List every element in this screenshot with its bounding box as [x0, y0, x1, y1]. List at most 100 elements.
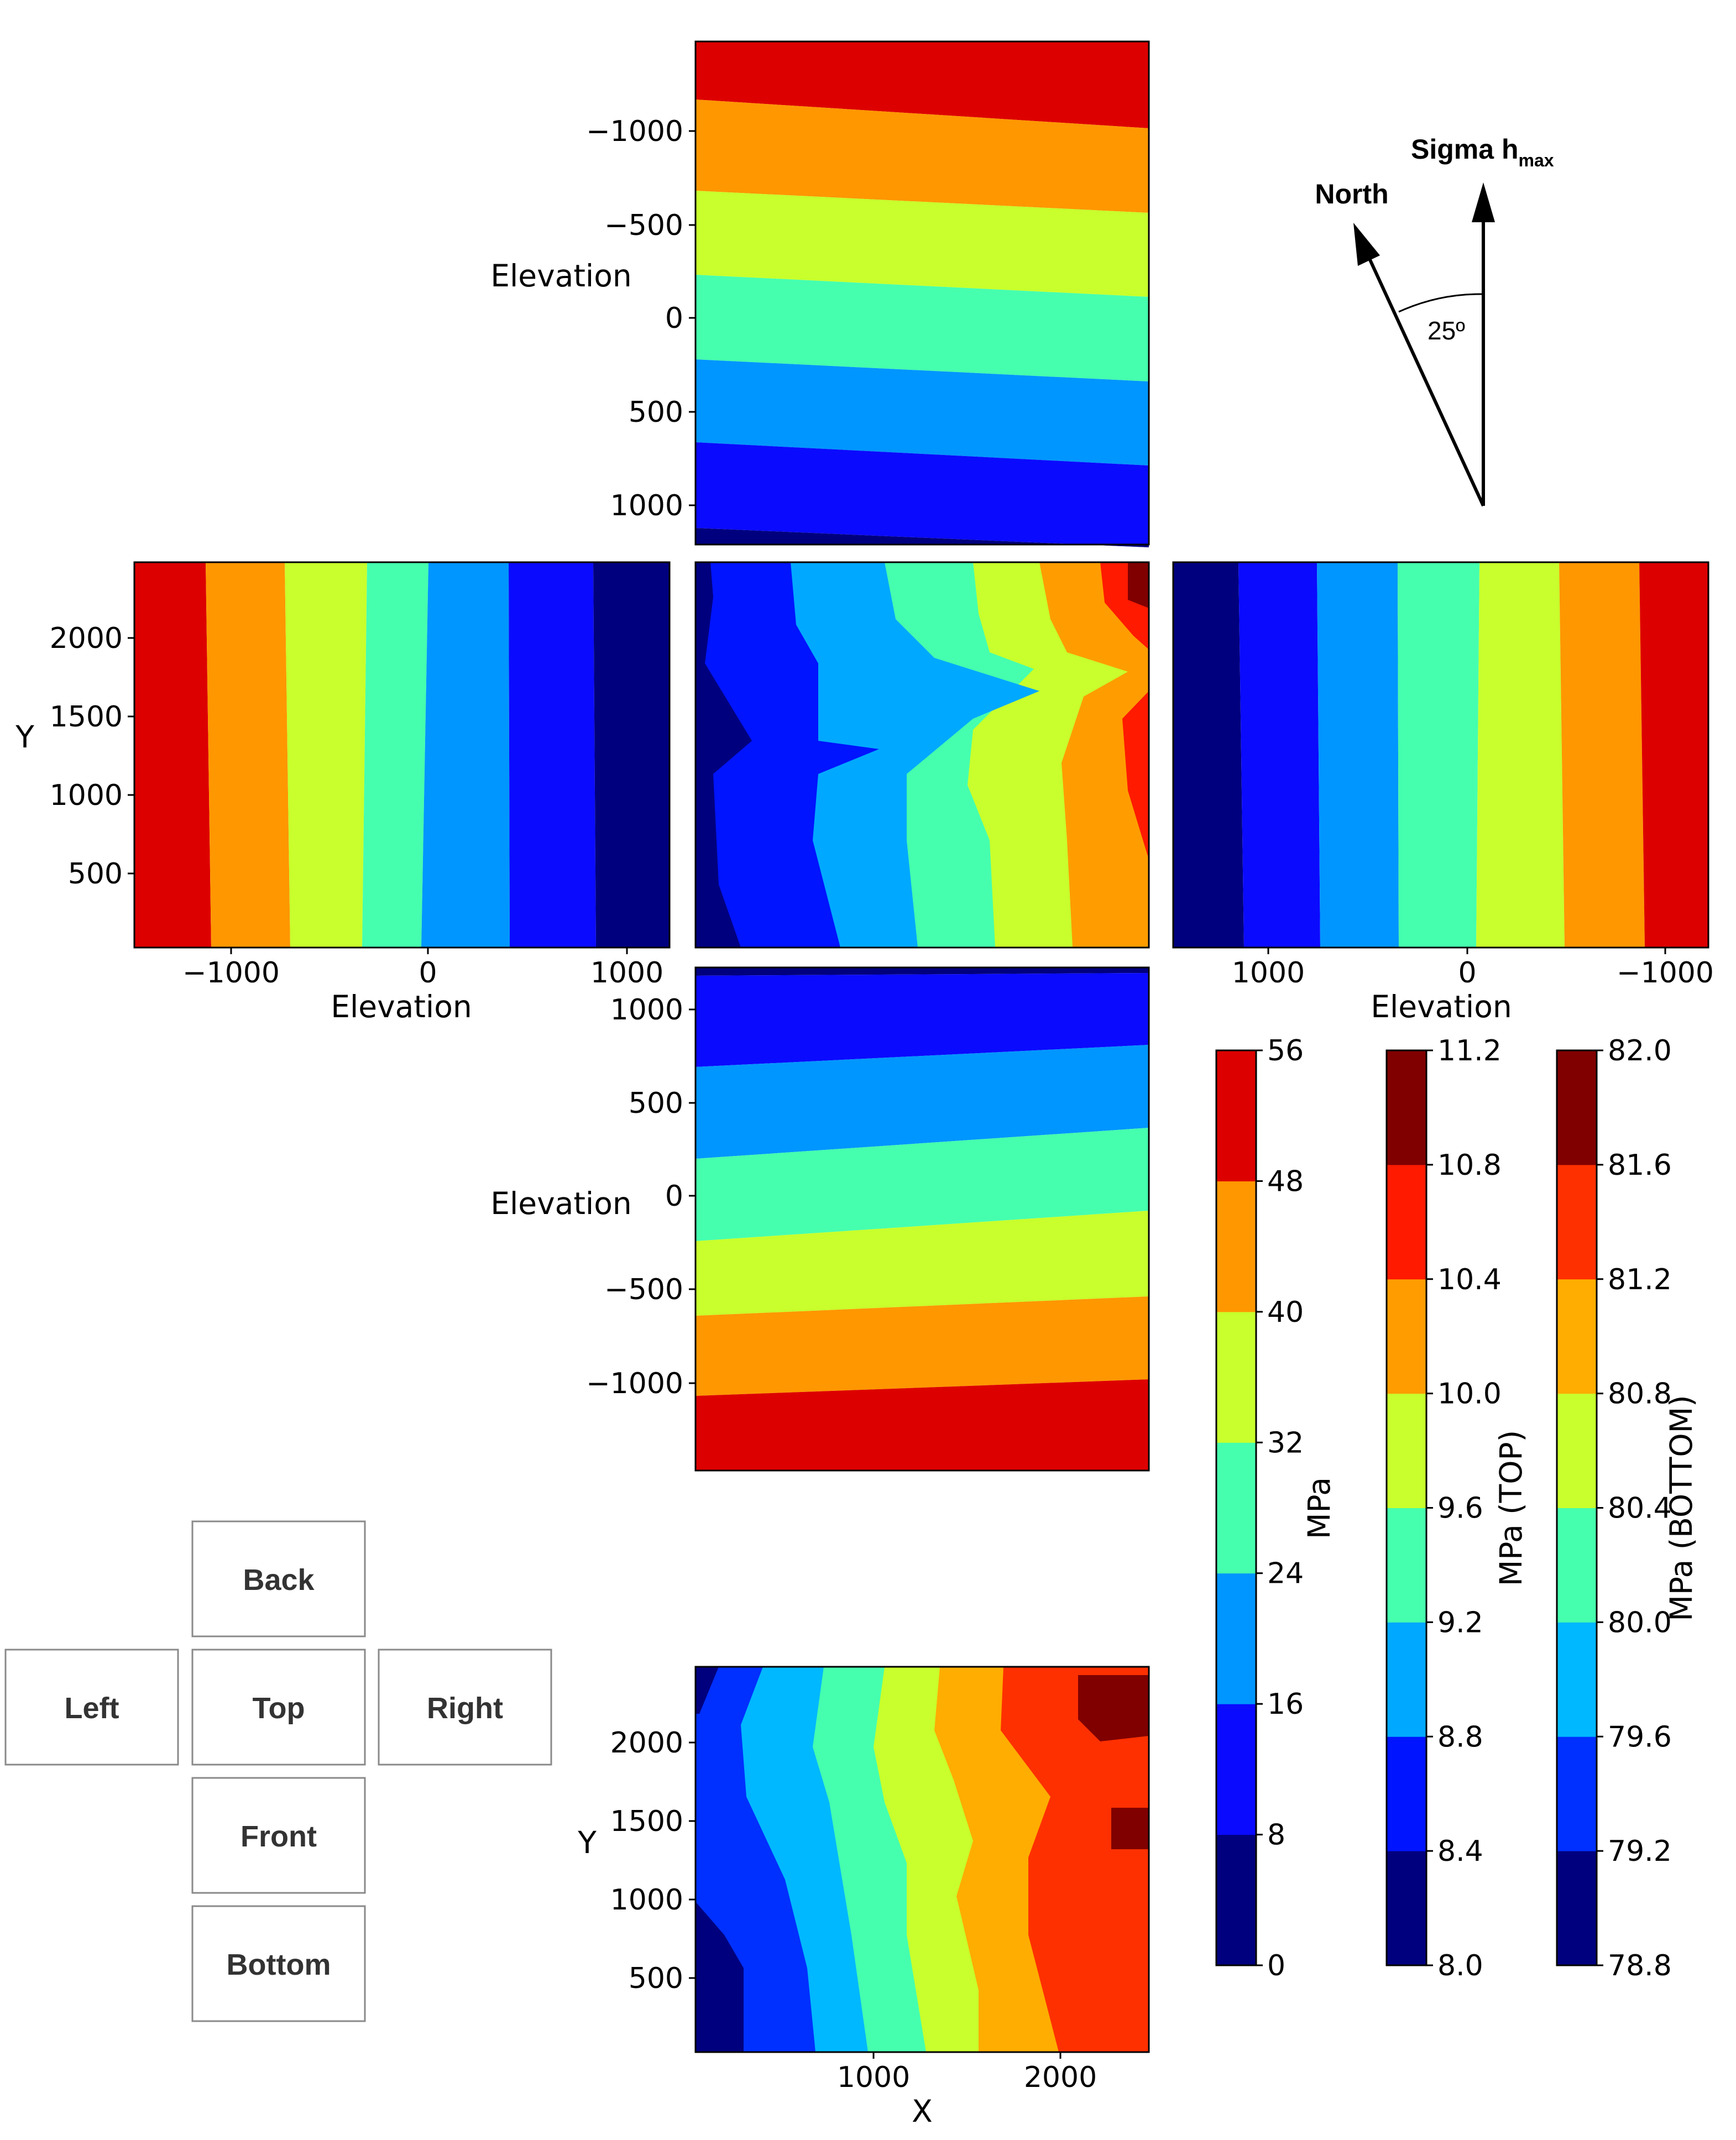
colorbar-cell: [1557, 1164, 1597, 1280]
right-band: [1398, 562, 1479, 948]
back-band: [696, 275, 1149, 381]
right-band: [1238, 562, 1320, 948]
face-key-top[interactable]: Top: [191, 1649, 366, 1766]
top-band: [696, 562, 752, 948]
right-xtick: −1000: [1617, 956, 1714, 990]
right-plot-frame: [1172, 561, 1709, 949]
face-key-front-label: Front: [240, 1820, 317, 1853]
colorbar-cell: [1387, 1851, 1426, 1966]
right-band: [1559, 562, 1645, 948]
front-plot-frame: [694, 966, 1150, 1472]
right-band: [1476, 562, 1565, 948]
bottom-xlabel: X: [912, 2094, 933, 2129]
front-y-ticks: 1000 500 0 −500 −1000: [586, 993, 696, 1400]
colorbar-cell: [1557, 1279, 1597, 1394]
back-band: [696, 359, 1149, 465]
right-xtick: 0: [1458, 956, 1476, 990]
right-contour-bands: [1173, 562, 1708, 948]
right-xlabel: Elevation: [1371, 989, 1512, 1024]
front-band: [696, 1379, 1149, 1471]
face-key-bottom-box: [191, 1905, 366, 2022]
colorbar-tick-label: 9.2: [1437, 1606, 1483, 1639]
north-arrow-shaft: [1368, 259, 1485, 507]
colorbar-cell: [1387, 1393, 1426, 1508]
face-key-bottom[interactable]: Bottom: [191, 1905, 366, 2022]
bottom-y-ticks: 2000 1500 1000 500: [610, 1726, 696, 1995]
front-band: [696, 1296, 1149, 1396]
colorbar-tick-label: 8.0: [1437, 1949, 1483, 1982]
back-ytick: 500: [629, 396, 683, 429]
left-xtick: −1000: [182, 956, 280, 990]
bottom-contour-bands: [696, 1667, 1149, 2052]
colorbar-cell: [1557, 1050, 1597, 1165]
colorbar-tick-label: 79.6: [1608, 1720, 1672, 1754]
back-plot-frame: [694, 40, 1150, 546]
colorbar-tick-label: 80.8: [1608, 1378, 1672, 1411]
left-y-ticks: 2000 1500 1000 500: [50, 622, 134, 891]
face-key-left[interactable]: Left: [4, 1649, 179, 1766]
face-key-back-box: [191, 1520, 366, 1637]
front-band: [696, 1128, 1149, 1241]
colorbar-bottom-label: MPa (BOTTOM): [1664, 1395, 1699, 1621]
left-band: [285, 562, 367, 948]
colorbar-tick-label: 24: [1267, 1557, 1304, 1590]
bottom-ytick: 1000: [610, 1883, 683, 1917]
face-key-back[interactable]: Back: [191, 1520, 366, 1637]
colorbar-cell: [1557, 1508, 1597, 1623]
face-key-right[interactable]: Right: [378, 1649, 552, 1766]
face-key-front[interactable]: Front: [191, 1777, 366, 1894]
bottom-xtick: 2000: [1024, 2061, 1097, 2094]
top-panel: [694, 561, 1150, 949]
colorbar-tick-label: 8.8: [1437, 1720, 1483, 1754]
angle-arc: [1398, 293, 1484, 313]
colorbar-cell: [1387, 1279, 1426, 1394]
bottom-xtick: 1000: [837, 2061, 910, 2094]
colorbar-tick-label: 48: [1267, 1165, 1304, 1198]
bottom-x-ticks: 1000 2000: [837, 2052, 1097, 2094]
back-ylabel: Elevation: [490, 258, 631, 294]
colorbar-tick-label: 40: [1267, 1296, 1304, 1329]
front-band: [696, 973, 1149, 1067]
colorbar-cell: [1557, 1736, 1597, 1851]
left-xtick: 1000: [590, 956, 663, 990]
colorbar-cell: [1216, 1050, 1256, 1181]
colorbar-tick-label: 80.4: [1608, 1492, 1672, 1525]
colorbar-cell: [1387, 1050, 1426, 1165]
colorbar-tick-label: 32: [1267, 1426, 1304, 1459]
colorbar-cell: [1216, 1834, 1256, 1966]
colorbar-cell: [1216, 1181, 1256, 1312]
north-label: North: [1315, 179, 1388, 210]
colorbar-tick-label: 78.8: [1608, 1949, 1672, 1982]
colorbar-mpa-ticks: 56 48 40 32 24 16 8 0: [1256, 1034, 1304, 1982]
back-band: [696, 191, 1149, 297]
colorbar-top-cells: [1387, 1050, 1426, 1966]
colorbar-bottom: 82.0 81.6 81.2 80.8 80.4 80.0 79.6 79.2 78.8 MPa…: [1556, 1034, 1699, 1982]
back-ytick: −500: [604, 209, 683, 242]
face-key-left-label: Left: [65, 1692, 119, 1725]
left-x-ticks: −1000 0 1000: [182, 948, 663, 990]
bottom-band: [696, 1902, 744, 2052]
left-band: [134, 562, 211, 948]
face-key: Back Left Top Right Front Bottom: [4, 1520, 552, 2022]
colorbar-cell: [1216, 1704, 1256, 1835]
bottom-ytick: 2000: [610, 1726, 683, 1760]
colorbar-tick-label: 9.6: [1437, 1492, 1483, 1525]
face-key-bottom-label: Bottom: [227, 1948, 331, 1981]
top-contour-bands: [696, 562, 1149, 948]
angle-label: 25º: [1428, 316, 1465, 345]
front-ytick: 1000: [610, 993, 683, 1027]
colorbar-cell: [1387, 1736, 1426, 1851]
colorbar-cell: [1216, 1311, 1256, 1443]
left-band: [509, 562, 596, 948]
left-ytick: 2000: [50, 622, 123, 655]
bottom-plot-frame: [694, 1666, 1150, 2053]
left-band: [362, 562, 428, 948]
left-ylabel: Y: [15, 719, 34, 755]
face-key-front-box: [191, 1777, 366, 1894]
colorbar-tick-label: 10.0: [1437, 1378, 1502, 1411]
colorbar-cell: [1557, 1622, 1597, 1737]
left-ytick: 1000: [50, 779, 123, 812]
front-ytick: 500: [629, 1087, 683, 1120]
back-y-ticks: −1000 −500 0 500 1000: [586, 115, 696, 522]
colorbar-top: 11.2 10.8 10.4 10.0 9.6 9.2 8.8 8.4 8.0 MPa (TOP…: [1385, 1034, 1529, 1982]
